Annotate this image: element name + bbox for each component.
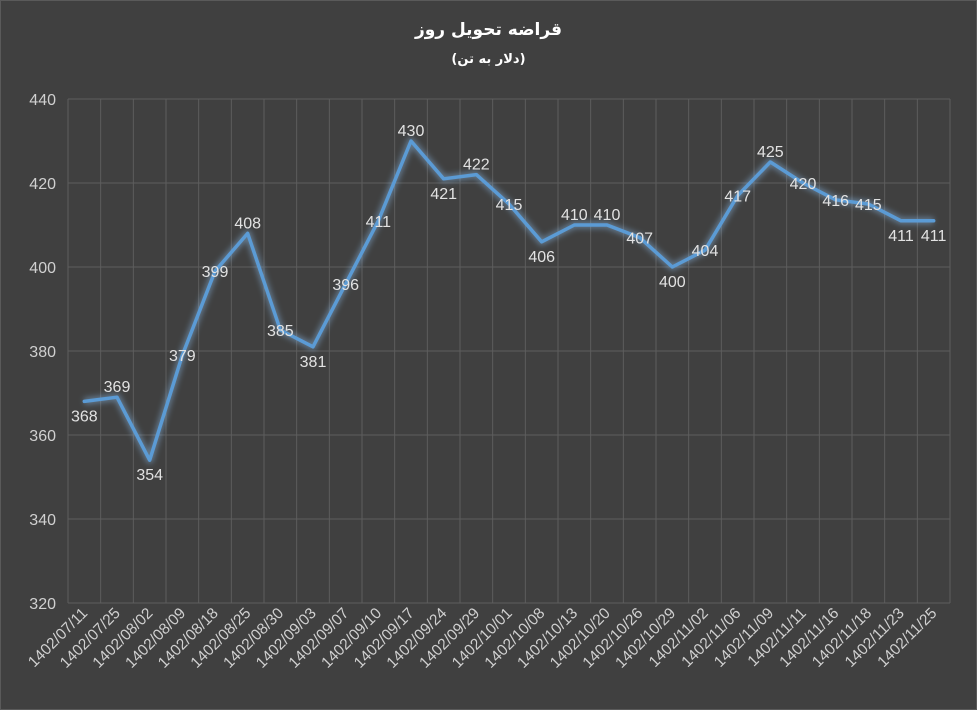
grid-lines [67, 98, 951, 604]
data-label: 406 [528, 249, 555, 266]
data-point [670, 265, 674, 269]
data-point [376, 219, 380, 223]
data-labels: 368 369 354 379 399 408 385 381 396 411 430 421 422 4… [71, 123, 947, 484]
data-point [768, 160, 772, 164]
data-label: 422 [463, 157, 490, 174]
data-label: 368 [71, 408, 98, 425]
data-label: 369 [104, 379, 131, 396]
data-label: 415 [855, 197, 882, 214]
data-label: 415 [496, 197, 523, 214]
data-point [540, 240, 544, 244]
data-label: 399 [202, 264, 229, 281]
data-point [736, 194, 740, 198]
data-label: 404 [692, 243, 719, 260]
data-point [278, 328, 282, 332]
data-point [801, 181, 805, 185]
data-point [834, 198, 838, 202]
data-label: 421 [430, 186, 457, 203]
x-axis: 1402/07/111402/07/251402/08/021402/08/09… [25, 605, 940, 672]
data-label: 411 [366, 214, 392, 231]
data-label: 354 [136, 467, 163, 484]
data-label: 410 [594, 207, 621, 224]
data-point [213, 269, 217, 273]
data-point [409, 139, 413, 143]
data-label: 425 [757, 144, 784, 161]
y-tick-label: 380 [29, 344, 56, 361]
data-point [932, 219, 936, 223]
data-point [82, 399, 86, 403]
data-label: 400 [659, 274, 686, 291]
data-label: 408 [234, 215, 261, 232]
data-point [899, 219, 903, 223]
data-point [703, 248, 707, 252]
data-point [344, 282, 348, 286]
data-label: 407 [626, 231, 653, 248]
data-label: 379 [169, 348, 196, 365]
data-label: 411 [921, 228, 947, 245]
data-point [148, 458, 152, 462]
data-point [311, 345, 315, 349]
data-label: 430 [398, 123, 425, 140]
data-points [82, 139, 936, 462]
data-label: 381 [300, 354, 327, 371]
data-label: 417 [724, 189, 751, 206]
data-point [442, 177, 446, 181]
data-point [507, 202, 511, 206]
data-point [605, 223, 609, 227]
data-point [866, 202, 870, 206]
data-label: 410 [561, 207, 588, 224]
y-axis: 320 340 360 380 400 420 440 [29, 92, 56, 613]
data-point [474, 173, 478, 177]
y-tick-label: 420 [29, 176, 56, 193]
data-point [180, 353, 184, 357]
y-tick-label: 340 [29, 512, 56, 529]
y-tick-label: 440 [29, 92, 56, 109]
data-label: 411 [888, 228, 914, 245]
y-tick-label: 400 [29, 260, 56, 277]
data-point [115, 395, 119, 399]
y-tick-label: 320 [29, 596, 56, 613]
chart-title: قراضه تحویل روز [414, 20, 563, 40]
data-label: 385 [267, 323, 294, 340]
data-label: 396 [332, 277, 359, 294]
data-label: 420 [790, 176, 817, 193]
data-point [572, 223, 576, 227]
chart-subtitle: (دلار به تن) [451, 52, 526, 67]
data-label: 416 [822, 193, 849, 210]
data-point [638, 236, 642, 240]
y-tick-label: 360 [29, 428, 56, 445]
data-point [246, 231, 250, 235]
